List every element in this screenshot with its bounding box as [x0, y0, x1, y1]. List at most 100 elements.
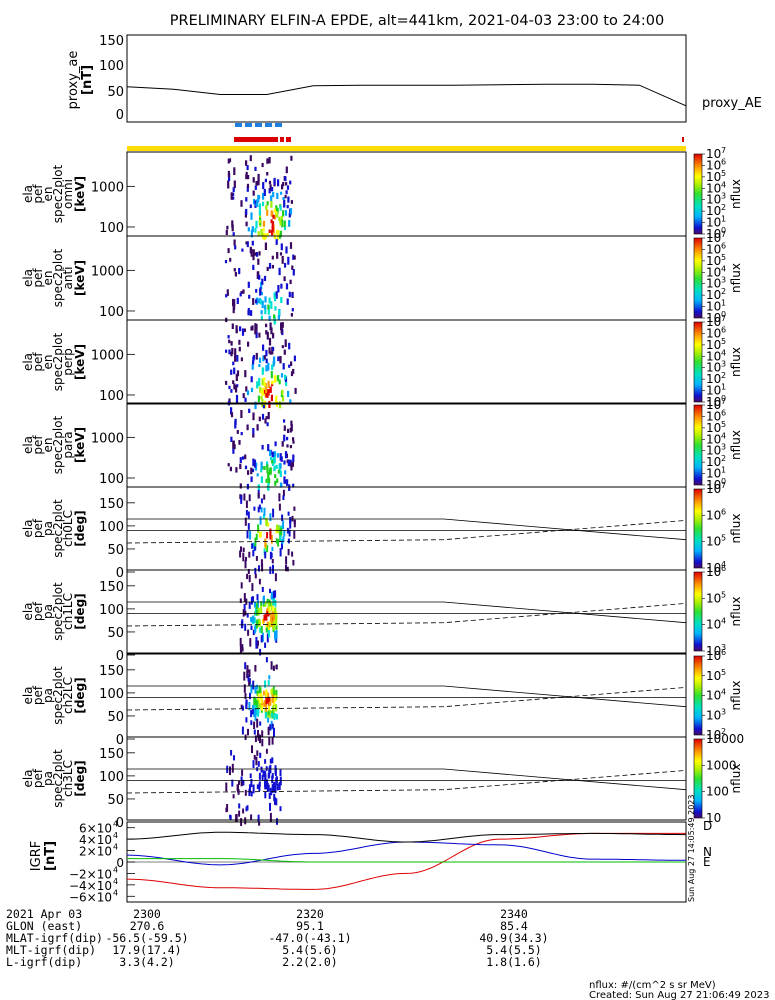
spectrogram-pixel	[275, 777, 278, 785]
spectrogram-pixel	[258, 377, 261, 386]
spectrogram-pixel	[273, 618, 276, 623]
spectrogram-pixel	[279, 252, 283, 256]
spectrogram-pixel	[290, 155, 293, 161]
pitch-ylabel: pa	[41, 604, 55, 619]
spectrogram-pixel	[275, 528, 278, 534]
spectrogram-pixel	[273, 727, 275, 737]
spectrogram-pixel	[277, 179, 280, 187]
spectrogram-pixel	[247, 569, 250, 574]
energy-cbar-label: 10	[706, 467, 721, 481]
spectrogram-pixel	[252, 596, 254, 602]
spectrogram-pixel	[245, 171, 248, 179]
igrf-legend-d: D	[703, 819, 712, 833]
spectrogram-pixel	[256, 784, 259, 789]
spectrogram-pixel	[267, 362, 270, 371]
energy-cbar-label: 10	[706, 216, 721, 230]
spectrogram-pixel	[248, 678, 251, 686]
spectrogram-pixel	[258, 532, 261, 538]
spectrogram-pixel	[271, 380, 274, 385]
spectrogram-pixel	[284, 375, 287, 380]
spectrogram-pixel	[279, 548, 282, 557]
spectrogram-pixel	[287, 511, 290, 516]
spectrogram-pixel	[256, 594, 259, 601]
spectrogram-pixel	[276, 252, 279, 259]
spectrogram-pixel	[267, 711, 270, 716]
spectrogram-pixel	[267, 784, 270, 792]
spectrogram-pixel	[288, 342, 291, 350]
spectrogram-pixel	[280, 456, 283, 462]
energy-colorbar	[693, 153, 703, 235]
spectrogram-pixel	[287, 459, 290, 467]
spectrogram-pixel	[260, 507, 263, 513]
spectrogram-pixel	[258, 619, 261, 626]
pitch-ylabel: [deg]	[73, 677, 87, 713]
igrf-tick-exp: 4	[113, 888, 118, 897]
spectrogram-pixel	[262, 602, 265, 607]
pitch-cbar-label: 10	[706, 644, 721, 658]
spectrogram-pixel	[260, 389, 263, 395]
spectrogram-pixel	[247, 728, 249, 736]
spectrogram-pixel	[279, 219, 282, 224]
spectrogram-pixel	[284, 376, 288, 384]
spectrogram-pixel	[245, 500, 248, 508]
pitch-ylabel: ch2LC	[61, 677, 75, 714]
energy-cbar-label: 10	[706, 349, 721, 363]
energy-cbar-label: 10	[706, 338, 721, 352]
spectrogram-pixel	[244, 517, 247, 526]
spectrogram-pixel	[262, 344, 265, 351]
energy-cbar-exp: 7	[721, 146, 726, 155]
spectrogram-pixel	[244, 789, 247, 796]
spectrogram-pixel	[233, 180, 236, 189]
spectrogram-pixel	[267, 412, 270, 420]
spectrogram-pixel	[232, 380, 235, 384]
spectrogram-pixel	[285, 564, 287, 572]
spectrogram-pixel	[238, 810, 241, 817]
spectrogram-pixel	[246, 573, 249, 580]
spectrogram-pixel	[282, 489, 285, 497]
energy-colorbar	[693, 404, 703, 486]
spectrogram-pixel	[252, 190, 255, 196]
spectrogram-pixel	[245, 208, 248, 215]
spectrogram-pixel	[251, 583, 254, 592]
spectrogram-pixel	[255, 756, 258, 766]
spectrogram-pixel	[279, 470, 282, 477]
spectrogram-pixel	[270, 720, 273, 730]
anti-loss-cone-line	[126, 770, 687, 794]
spectrogram-pixel	[247, 470, 250, 475]
pitch-cbar-exp: 4	[721, 560, 726, 569]
spectrogram-pixel	[264, 400, 267, 409]
spectrogram-pixel	[285, 190, 288, 195]
spectrogram-pixel	[267, 607, 269, 613]
spectrogram-pixel	[286, 444, 289, 448]
pitch-cbar-label: 10	[706, 561, 721, 575]
spectrogram-pixel	[244, 693, 247, 700]
energy-ylabel: en	[41, 355, 55, 370]
spectrogram-pixel	[248, 408, 251, 413]
spectrogram-pixel	[261, 367, 264, 375]
spectrogram-pixel	[266, 209, 269, 216]
spectrogram-pixel	[272, 590, 275, 599]
spectrogram-pixel	[257, 640, 259, 646]
spectrogram-pixel	[270, 552, 273, 558]
spectrogram-pixel	[268, 701, 271, 706]
spectrogram-pixel	[284, 479, 288, 484]
spectrogram-pixel	[267, 308, 270, 315]
spectrogram-pixel	[251, 226, 254, 233]
spectrogram-pixel	[269, 802, 271, 811]
spectrogram-pixel	[269, 322, 272, 331]
spectrogram-pixel	[255, 640, 258, 649]
spectrogram-pixel	[239, 326, 242, 332]
spectrogram-pixel	[244, 623, 247, 631]
igrf-tick: 6×10	[79, 822, 112, 836]
spectrogram-pixel	[265, 704, 268, 712]
spectrogram-pixel	[251, 240, 254, 246]
spectrogram-pixel	[240, 496, 243, 504]
pitch-ylabel: ch3LC	[61, 760, 75, 797]
spectrogram-pixel	[254, 573, 257, 579]
energy-cbar-exp: 2	[721, 371, 726, 380]
spectrogram-pixel	[231, 224, 234, 232]
pitch-tick: 0	[116, 566, 124, 581]
spectrogram-pixel	[255, 352, 258, 360]
spectrogram-pixel	[256, 750, 259, 756]
pitch-tick: 0	[116, 816, 124, 831]
